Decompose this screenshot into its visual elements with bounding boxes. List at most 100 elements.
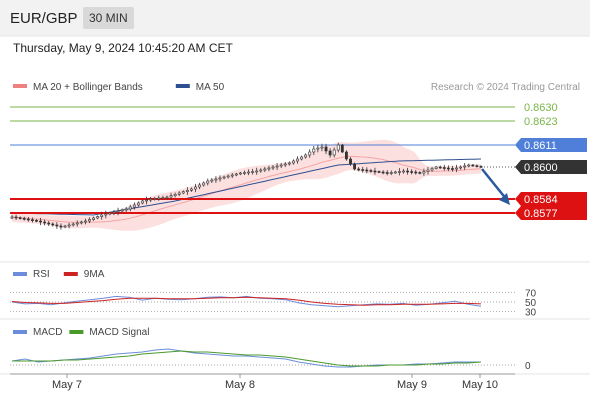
candle-body <box>438 166 442 169</box>
candle-body <box>353 163 356 170</box>
candle-body <box>234 173 238 176</box>
candle-body <box>259 169 263 172</box>
forecast-arrow <box>481 168 508 201</box>
candle-body <box>267 167 271 170</box>
candle-body <box>324 146 328 152</box>
candle-body <box>75 222 79 225</box>
symbol-title: EUR/GBP <box>10 10 78 27</box>
level-label: 0.8577 <box>524 208 558 220</box>
candle-body <box>190 188 193 191</box>
candle-body <box>365 169 369 172</box>
candle-body <box>418 172 422 174</box>
source-credit: Research © 2024 Trading Central <box>431 82 580 93</box>
candle-body <box>344 151 348 160</box>
candle-body <box>271 166 275 169</box>
forecast-arrowhead <box>499 193 510 205</box>
candle-body <box>332 149 336 156</box>
level-label: 0.8630 <box>524 102 558 114</box>
candle-body <box>149 198 153 201</box>
candle-body <box>475 165 479 167</box>
candle-body <box>455 167 458 170</box>
macd-legend-label: MACD Signal <box>89 327 149 338</box>
level-tag <box>515 192 587 206</box>
candle-body <box>316 147 320 150</box>
candle-body <box>275 165 279 168</box>
candle-body <box>320 146 324 149</box>
candle-body <box>92 217 95 220</box>
candle-body <box>377 171 381 173</box>
candle-body <box>198 184 202 188</box>
candle-body <box>51 223 55 226</box>
candle-body <box>214 178 218 181</box>
interval-badge[interactable]: 30 MIN <box>83 7 134 29</box>
candle-body <box>177 192 181 195</box>
candle-body <box>218 177 222 180</box>
ma20-line <box>11 155 482 223</box>
candle-body <box>442 167 446 169</box>
rsi-tick-label: 70 <box>525 289 537 300</box>
candle-body <box>181 191 185 194</box>
candle-body <box>145 199 149 202</box>
candle-body <box>393 171 397 174</box>
rsi-legend-label: 9MA <box>84 269 105 280</box>
candle-body <box>328 150 332 156</box>
legend-swatch <box>69 330 84 334</box>
candle-body <box>100 214 104 217</box>
rsi-tick-label: 50 <box>525 298 537 309</box>
candle-body <box>108 212 112 215</box>
candle-body <box>153 198 157 200</box>
candle-body <box>210 179 214 182</box>
level-label: 0.8623 <box>524 116 558 128</box>
candle-body <box>137 202 140 206</box>
rsi-series-9ma <box>11 296 482 306</box>
legend-label: MA 20 + Bollinger Bands <box>33 82 143 93</box>
candle-body <box>283 163 287 166</box>
level-tag <box>515 160 587 174</box>
level-tag <box>515 206 587 220</box>
candle-body <box>18 217 22 219</box>
candle-body <box>185 190 189 192</box>
candle-body <box>385 172 389 174</box>
candle-body <box>124 208 128 211</box>
candle-body <box>349 158 352 165</box>
candle-body <box>243 172 246 174</box>
candle-body <box>79 221 83 224</box>
candle-body <box>357 168 361 171</box>
x-tick-label: May 8 <box>225 379 255 391</box>
candle-body <box>373 170 377 173</box>
candle-body <box>96 216 100 219</box>
level-tag <box>515 138 587 152</box>
candle-body <box>230 174 234 177</box>
candle-body <box>410 171 414 173</box>
candle-body <box>296 158 299 162</box>
candle-body <box>414 171 418 174</box>
candle-body <box>63 225 67 228</box>
candle-body <box>300 156 303 160</box>
macd-legend-label: MACD <box>33 327 62 338</box>
candle-body <box>43 221 47 224</box>
candle-body <box>67 224 71 227</box>
legend-swatch <box>175 84 190 88</box>
candle-body <box>116 210 120 213</box>
candle-body <box>132 204 136 208</box>
candle-body <box>22 218 26 220</box>
candle-body <box>173 194 177 196</box>
legend-swatch <box>13 84 27 88</box>
candle-body <box>88 219 91 222</box>
level-label: 0.8600 <box>524 162 558 174</box>
legend-swatch <box>13 272 27 276</box>
candle-body <box>222 176 226 179</box>
candle-body <box>161 197 165 199</box>
candle-body <box>263 168 267 171</box>
legend-swatch <box>13 330 27 334</box>
x-tick-label: May 9 <box>397 379 427 391</box>
candle-body <box>426 169 430 172</box>
rsi-legend-label: RSI <box>33 269 50 280</box>
candle-body <box>312 148 316 153</box>
rsi-tick-label: 30 <box>525 307 537 318</box>
chart-timestamp: Thursday, May 9, 2024 10:45:20 AM CET <box>13 41 233 55</box>
macd-series-macd-signal <box>12 350 482 367</box>
candle-body <box>279 164 283 167</box>
candle-body <box>112 211 116 214</box>
candle-body <box>247 171 250 174</box>
